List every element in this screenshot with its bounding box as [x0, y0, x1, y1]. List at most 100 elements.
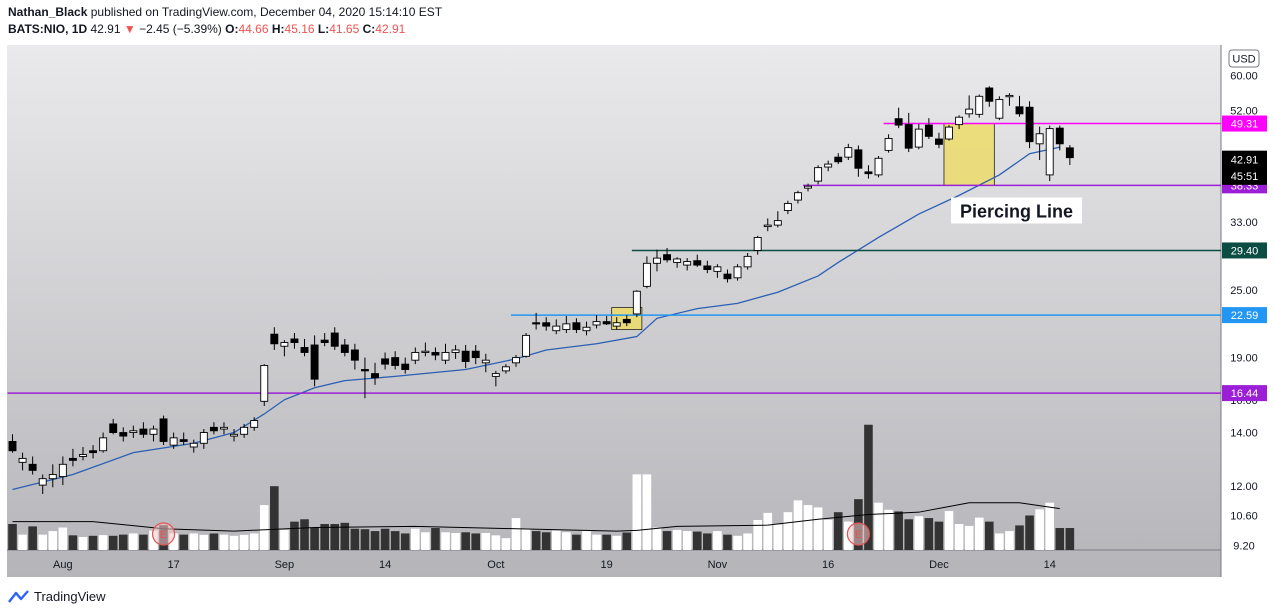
price-tags: 42.91 45:51	[1222, 150, 1267, 185]
volume-bar	[360, 529, 370, 550]
candle-body	[79, 454, 87, 457]
candle	[1005, 93, 1014, 106]
candle	[512, 355, 520, 367]
tradingview-logo-icon	[8, 589, 29, 603]
volume-bar	[521, 528, 531, 550]
publish-info: Nathan_Black published on TradingView.co…	[8, 5, 442, 19]
level-price-label: 49.31	[1222, 115, 1267, 132]
published-text: published on TradingView.com, December 0…	[90, 5, 443, 19]
volume-bar	[179, 534, 188, 550]
volume-bar	[58, 527, 68, 550]
volume-bar	[1035, 509, 1044, 550]
volume-bar	[320, 524, 329, 550]
candle-body	[220, 426, 228, 430]
candle	[995, 96, 1004, 121]
candlesticks	[8, 86, 1074, 494]
volume-bar	[682, 531, 692, 550]
volume-bar	[149, 530, 158, 550]
volume-bar	[904, 519, 914, 550]
volume-bar	[118, 534, 128, 550]
level-label-bg	[1222, 242, 1267, 259]
candle	[622, 315, 631, 327]
candle-body	[431, 352, 440, 356]
author-name[interactable]: Nathan_Black	[8, 5, 88, 19]
candle-body	[632, 290, 641, 315]
volume-bar	[481, 532, 491, 550]
candle	[280, 340, 289, 357]
candle-body	[713, 266, 722, 272]
candle	[240, 423, 249, 438]
volume-bar	[1015, 525, 1024, 550]
volume-bar	[944, 511, 954, 550]
candle-body	[169, 437, 178, 446]
volume-bar	[672, 529, 682, 550]
annotation-bg	[951, 197, 1083, 224]
candle-body	[814, 167, 823, 182]
candle-body	[884, 138, 893, 151]
horizontal-levels[interactable]	[7, 122, 1222, 394]
volume-bar	[380, 528, 390, 550]
volume-bar	[249, 533, 259, 550]
symbol-info: BATS:NIO, 1D 42.91 ▼ −2.45 (−5.39%) O:44…	[8, 22, 405, 36]
candle	[854, 145, 863, 177]
time-axis-labels: Aug 17 Sep 14 Oct 19 Nov 16 Dec 14	[53, 559, 1056, 571]
candle-body	[401, 363, 410, 370]
tradingview-footer[interactable]: TradingView	[8, 589, 106, 604]
candle	[8, 434, 17, 453]
candle-body	[582, 326, 591, 332]
candle	[663, 247, 671, 263]
volume-bar	[642, 474, 652, 550]
volume-bar	[864, 424, 873, 550]
volume-bar	[874, 502, 883, 550]
volume-bar	[833, 512, 843, 550]
candle	[199, 429, 208, 449]
volume-ma-line	[12, 502, 1060, 532]
candle-body	[199, 432, 208, 444]
candle-body	[743, 255, 752, 268]
candle-body	[642, 262, 651, 287]
symbol-name[interactable]: BATS:NIO, 1D	[8, 22, 88, 36]
candle-body	[995, 98, 1004, 119]
volume-bar	[803, 505, 813, 550]
candle	[79, 446, 87, 461]
candle-body	[864, 171, 873, 175]
candle-body	[773, 220, 782, 226]
candle	[562, 316, 571, 334]
candle	[270, 327, 279, 350]
piercing-line-label: Piercing Line	[951, 197, 1083, 224]
volume-bar	[189, 533, 199, 550]
candle	[582, 321, 591, 336]
time-tick-label: 17	[167, 559, 179, 571]
candle	[572, 318, 581, 334]
candle	[733, 264, 742, 281]
candle-body	[622, 318, 631, 324]
candle-body	[381, 358, 390, 365]
candle	[159, 415, 168, 446]
annotations: Piercing Line E E	[151, 197, 1083, 546]
volume-bar	[78, 537, 88, 550]
volume-bar	[954, 524, 964, 550]
candle-body	[421, 350, 430, 353]
candle-body	[804, 185, 812, 189]
low-value: 41.65	[329, 22, 360, 36]
candle-body	[270, 333, 279, 345]
candle	[300, 338, 309, 357]
candle	[642, 256, 651, 289]
volume-bar	[541, 532, 551, 550]
price-tag-bg	[1222, 150, 1267, 169]
level-label-text: 49.31	[1231, 119, 1259, 131]
volume-bar	[753, 519, 762, 550]
candle	[653, 249, 661, 272]
volume-bar	[310, 527, 319, 550]
candle-body	[1065, 147, 1074, 159]
level-label-bg	[1222, 385, 1267, 402]
candle	[230, 429, 238, 442]
candle-body	[874, 157, 883, 176]
candle-body	[663, 254, 671, 261]
candle	[149, 425, 158, 442]
price-tick-label: 60.00	[1230, 70, 1258, 82]
currency-badge[interactable]: USD	[1228, 49, 1260, 68]
volume-bar	[18, 534, 27, 550]
time-tick-label: Dec	[929, 559, 949, 571]
